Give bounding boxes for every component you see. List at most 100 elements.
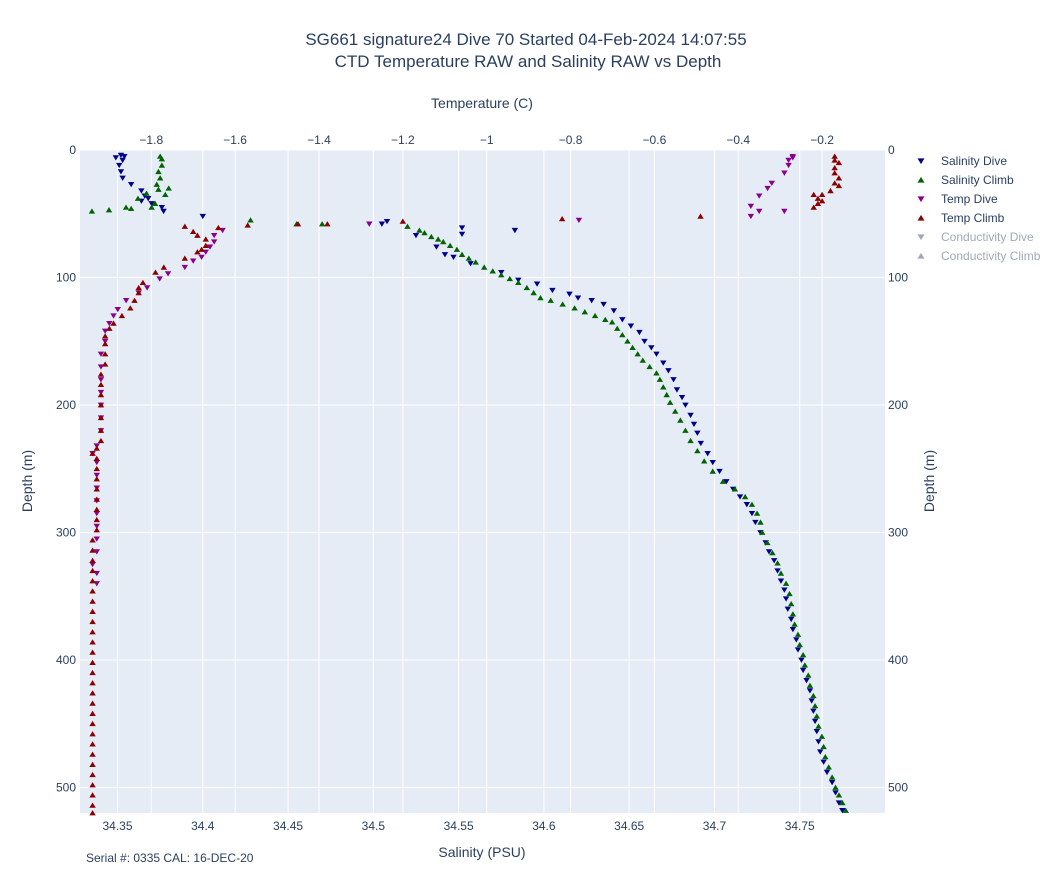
salinity-climb-point: [666, 399, 674, 405]
salinity-climb-point: [498, 272, 505, 278]
salinity-dive-point: [789, 627, 797, 633]
legend-item-salinity-dive[interactable]: Salinity Dive: [917, 154, 1008, 168]
salinity-climb-point: [786, 590, 793, 597]
salinity-dive-point: [765, 549, 773, 555]
temperature-tick-label: −1.8: [139, 133, 163, 147]
salinity-dive-point: [823, 769, 831, 776]
salinity-climb-point: [602, 316, 609, 322]
salinity-dive-point: [383, 219, 391, 225]
salinity-tick-label: 34.4: [191, 819, 215, 833]
salinity-dive-point: [781, 587, 788, 593]
salinity-dive-point: [687, 412, 694, 419]
salinity-climb-point: [105, 207, 113, 213]
temp-climb-point: [135, 289, 142, 296]
temp-dive-point: [747, 213, 755, 220]
temp-climb-point: [89, 771, 96, 778]
temp-climb-point: [135, 284, 142, 291]
temp-climb-point: [89, 639, 96, 645]
salinity-tick-label: 34.35: [103, 819, 133, 833]
salinity-climb-point: [789, 611, 797, 617]
temp-climb-point: [194, 249, 201, 255]
temp-dive-point: [93, 523, 100, 530]
temp-climb-point: [89, 608, 96, 614]
legend-item-temp-climb[interactable]: Temp Climb: [917, 211, 1005, 225]
salinity-climb-point: [571, 305, 578, 311]
salinity-climb-point: [764, 539, 771, 546]
salinity-climb-point: [825, 764, 832, 770]
temp-climb-point: [89, 567, 96, 574]
temp-climb-point: [190, 228, 197, 234]
salinity-climb-point: [624, 338, 631, 344]
salinity-dive-point: [799, 667, 807, 674]
salinity-climb-point: [677, 417, 684, 423]
salinity-dive-point: [112, 155, 120, 161]
temp-dive-point: [206, 244, 214, 250]
salinity-dive-point: [716, 468, 723, 475]
salinity-climb-point: [818, 733, 826, 739]
temp-climb-point: [93, 486, 100, 492]
depth-left-tick-label: 200: [56, 398, 76, 412]
salinity-dive-point: [117, 169, 125, 175]
salinity-climb-point: [820, 743, 827, 750]
salinity-climb-point: [472, 259, 479, 265]
salinity-climb-point: [799, 652, 807, 658]
salinity-dive-point: [116, 162, 123, 169]
temp-climb-point: [215, 224, 222, 231]
legend-marker-salinity-dive: [917, 158, 925, 165]
salinity-dive-point: [811, 718, 819, 725]
temp-climb-point: [831, 153, 838, 159]
temp-climb-point: [89, 810, 96, 816]
salinity-climb-point: [591, 312, 599, 319]
legend-item-temp-dive[interactable]: Temp Dive: [917, 192, 999, 206]
temp-climb-point: [97, 427, 105, 433]
legend-label: Temp Climb: [941, 211, 1005, 225]
salinity-dive-point: [636, 329, 643, 336]
temp-climb-point: [93, 445, 100, 451]
salinity-dive-point: [145, 196, 152, 202]
salinity-climb-point: [777, 570, 785, 576]
legend-item-salinity-climb[interactable]: Salinity Climb: [917, 173, 1015, 187]
temp-climb-point: [814, 195, 822, 201]
salinity-climb-point: [709, 468, 716, 474]
temp-climb-point: [810, 204, 817, 210]
salinity-dive-point: [784, 606, 791, 612]
salinity-dive-point: [806, 688, 814, 694]
plot-area: [80, 150, 885, 813]
salinity-dive-point: [743, 502, 751, 508]
salinity-climb-point: [547, 297, 554, 303]
temp-climb-point: [202, 236, 209, 242]
salinity-dive-point: [533, 281, 541, 287]
salinity-dive-point: [673, 387, 681, 393]
salinity-tick-label: 34.55: [444, 819, 474, 833]
salinity-dive-point: [627, 323, 635, 329]
salinity-climb-point: [653, 370, 660, 376]
temp-climb-point: [89, 782, 96, 788]
temp-dive-point: [93, 536, 100, 542]
salinity-dive-point: [815, 739, 822, 745]
temp-dive-point: [764, 185, 771, 192]
depth-right-tick-label: 200: [888, 398, 908, 412]
depth-right-tick-label: 100: [888, 271, 908, 285]
salinity-climb-point: [155, 186, 162, 192]
temp-climb-point: [97, 402, 105, 408]
legend-item-conductivity-climb[interactable]: Conductivity Climb: [917, 249, 1041, 263]
salinity-climb-point: [810, 692, 817, 699]
salinity-climb-point: [791, 621, 798, 627]
salinity-dive-point: [433, 244, 440, 250]
temp-climb-point: [89, 720, 96, 727]
salinity-tick-label: 34.75: [785, 819, 815, 833]
legend-item-conductivity-dive[interactable]: Conductivity Dive: [917, 230, 1035, 244]
temp-climb-point: [835, 182, 843, 189]
temp-climb-point: [835, 175, 843, 181]
temp-climb-point: [831, 164, 838, 171]
salinity-climb-point: [88, 208, 96, 214]
temp-dive-point: [747, 203, 755, 209]
temp-climb-point: [202, 242, 209, 249]
legend-label: Salinity Dive: [941, 154, 1007, 168]
salinity-dive-point: [458, 225, 466, 231]
salinity-climb-point: [813, 713, 820, 719]
salinity-dive-point: [808, 698, 815, 704]
salinity-climb-point: [440, 238, 447, 245]
temp-climb-point: [89, 802, 96, 808]
salinity-climb-point: [839, 799, 846, 806]
